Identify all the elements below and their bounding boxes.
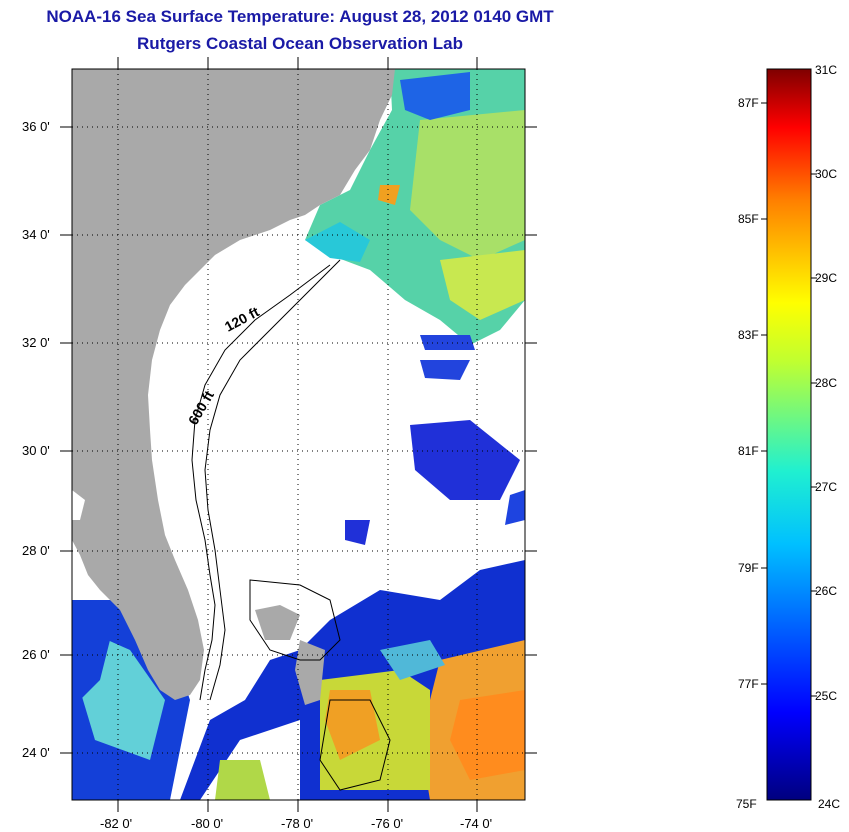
colorbar-c-label: 31C bbox=[815, 63, 837, 77]
lon-label: -74 0' bbox=[460, 816, 492, 831]
lat-label: 28 0' bbox=[22, 543, 50, 558]
map-canvas: 120 ft 600 ft bbox=[72, 69, 525, 800]
colorbar-gradient bbox=[766, 68, 812, 801]
colorbar-f-label: 79F bbox=[738, 561, 759, 575]
lat-label: 32 0' bbox=[22, 335, 50, 350]
colorbar-c-label: 29C bbox=[815, 271, 837, 285]
lat-label: 36 0' bbox=[22, 119, 50, 134]
colorbar-c-label: 30C bbox=[815, 167, 837, 181]
colorbar-c-label: 24C bbox=[818, 797, 840, 811]
lon-label: -82 0' bbox=[100, 816, 132, 831]
colorbar-f-label: 83F bbox=[738, 328, 759, 342]
colorbar: 31C 30C 29C 28C 27C 26C 25C 24C 87F 85F … bbox=[736, 63, 840, 811]
lon-label: -76 0' bbox=[371, 816, 403, 831]
map-ticks bbox=[60, 57, 537, 812]
colorbar-f-label: 81F bbox=[738, 444, 759, 458]
isobath-contours bbox=[191, 259, 391, 791]
colorbar-f-label: 87F bbox=[738, 96, 759, 110]
chart-title: NOAA-16 Sea Surface Temperature: August … bbox=[46, 7, 554, 26]
colorbar-c-label: 27C bbox=[815, 480, 837, 494]
lat-label: 34 0' bbox=[22, 227, 50, 242]
colorbar-f-label: 77F bbox=[738, 677, 759, 691]
lat-label: 24 0' bbox=[22, 745, 50, 760]
colorbar-c-label: 28C bbox=[815, 376, 837, 390]
sst-data-layer bbox=[72, 69, 525, 800]
colorbar-f-label: 85F bbox=[738, 212, 759, 226]
colorbar-c-label: 25C bbox=[815, 689, 837, 703]
graticule bbox=[72, 69, 525, 800]
colorbar-c-label: 26C bbox=[815, 584, 837, 598]
lat-label: 26 0' bbox=[22, 647, 50, 662]
colorbar-f-label: 75F bbox=[736, 797, 757, 811]
colorbar-ticks bbox=[761, 102, 817, 697]
chart-subtitle: Rutgers Coastal Ocean Observation Lab bbox=[137, 34, 463, 53]
lat-label: 30 0' bbox=[22, 443, 50, 458]
land-layer bbox=[72, 69, 395, 705]
lon-label: -80 0' bbox=[191, 816, 223, 831]
lon-label: -78 0' bbox=[281, 816, 313, 831]
